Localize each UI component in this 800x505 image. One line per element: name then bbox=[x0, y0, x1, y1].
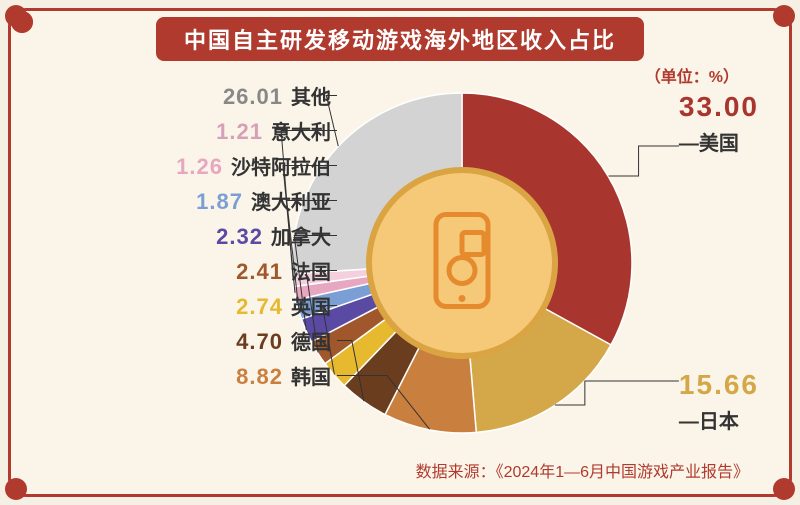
label-row: 1.87 澳大利亚 bbox=[31, 186, 331, 215]
label-row: 1.21 意大利 bbox=[31, 116, 331, 145]
label-row: 2.41 法国 bbox=[31, 256, 331, 285]
label-name: 其他 bbox=[291, 81, 331, 110]
corner-ornament bbox=[773, 5, 795, 27]
label-row: 26.01 其他 bbox=[31, 81, 331, 110]
label-row: 2.74 英国 bbox=[31, 291, 331, 320]
label-japan: 15.66 —日本 bbox=[679, 369, 759, 434]
label-value: 1.87 bbox=[196, 189, 243, 215]
label-value: 2.41 bbox=[236, 259, 283, 285]
decorative-frame: 中国自主研发移动游戏海外地区收入占比 （单位：%） 26.01其他1.21意大利… bbox=[8, 8, 792, 497]
label-name: 意大利 bbox=[271, 116, 331, 145]
corner-ornament bbox=[773, 478, 795, 500]
label-name: 澳大利亚 bbox=[251, 186, 331, 215]
label-name: 加拿大 bbox=[271, 221, 331, 250]
label-value: 8.82 bbox=[236, 364, 283, 390]
label-row: 4.70 德国 bbox=[31, 326, 331, 355]
corner-ornament bbox=[5, 478, 27, 500]
label-row: 2.32 加拿大 bbox=[31, 221, 331, 250]
label-name: 沙特阿拉伯 bbox=[231, 151, 331, 180]
label-value: 1.26 bbox=[176, 154, 223, 180]
label-value: 2.74 bbox=[236, 294, 283, 320]
label-value: 33.00 bbox=[679, 91, 759, 123]
label-value: 4.70 bbox=[236, 329, 283, 355]
label-name: 英国 bbox=[291, 291, 331, 320]
phone-icon bbox=[422, 210, 502, 315]
label-value: 26.01 bbox=[223, 84, 283, 110]
label-value: 2.32 bbox=[216, 224, 263, 250]
label-row: 1.26 沙特阿拉伯 bbox=[31, 151, 331, 180]
label-name: 韩国 bbox=[291, 361, 331, 390]
label-usa: 33.00 —美国 bbox=[679, 91, 759, 156]
chart-title: 中国自主研发移动游戏海外地区收入占比 bbox=[156, 17, 644, 61]
label-name: 德国 bbox=[291, 326, 331, 355]
label-name: 法国 bbox=[291, 256, 331, 285]
label-name: —美国 bbox=[679, 127, 759, 156]
label-name: —日本 bbox=[679, 405, 759, 434]
corner-ornament bbox=[5, 5, 27, 27]
left-label-list: 26.01其他1.21意大利1.26沙特阿拉伯1.87澳大利亚2.32加拿大2.… bbox=[31, 81, 331, 396]
label-row: 8.82 韩国 bbox=[31, 361, 331, 390]
data-source: 数据来源：《2024年1—6月中国游戏产业报告》 bbox=[416, 458, 749, 482]
label-value: 1.21 bbox=[216, 119, 263, 145]
label-value: 15.66 bbox=[679, 369, 759, 401]
chart-area: 26.01其他1.21意大利1.26沙特阿拉伯1.87澳大利亚2.32加拿大2.… bbox=[11, 71, 789, 454]
